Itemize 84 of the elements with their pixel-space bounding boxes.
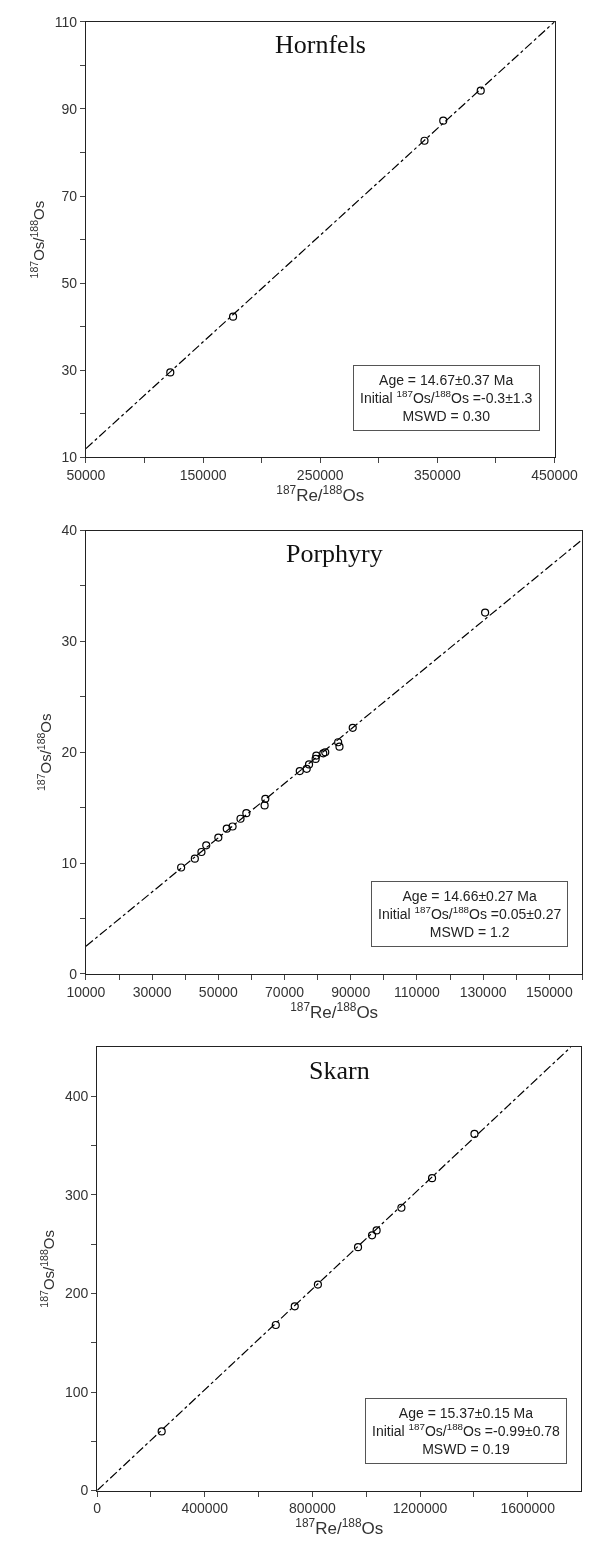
- point: [312, 751, 321, 760]
- x-axis-title: $^{187}$Re/$^{188}$Os: [276, 483, 365, 506]
- x-tick-label: 130000: [459, 983, 507, 1000]
- y-tick-label: 0: [80, 1482, 89, 1499]
- annotation: Age = 14.67±0.37 Ma: [379, 372, 514, 388]
- chart-title: Porphyry: [286, 539, 383, 568]
- point: [177, 863, 186, 872]
- point: [353, 1243, 363, 1252]
- point: [470, 1129, 479, 1138]
- x-tick-label: 400000: [181, 1500, 229, 1517]
- point: [190, 854, 199, 863]
- annotation: MSWD = 1.2: [429, 924, 510, 941]
- annotation: Initial $^{187}$Os/$^{188}$Os =-0.3±1.3: [360, 388, 533, 407]
- annotation: Initial $^{187}$Os/$^{188}$Os =0.05±0.27: [378, 904, 562, 923]
- x-tick-label: 90000: [331, 983, 371, 1000]
- point: [304, 760, 314, 769]
- point: [311, 754, 320, 763]
- y-tick-label: 400: [64, 1088, 89, 1105]
- x-axis-title: $^{187}$Re/$^{188}$Os: [295, 1516, 384, 1539]
- point: [166, 368, 175, 377]
- y-tick-label: 30: [61, 633, 78, 650]
- x-tick-label: 150000: [179, 467, 227, 484]
- x-tick-label: 450000: [531, 467, 579, 484]
- point: [290, 1302, 299, 1311]
- point: [427, 1174, 437, 1183]
- point: [222, 824, 231, 833]
- y-tick-label: 40: [61, 522, 78, 539]
- point: [242, 809, 251, 818]
- point: [367, 1231, 377, 1240]
- y-tick-label: 10: [61, 854, 78, 871]
- point: [202, 841, 211, 850]
- y-tick-label: 90: [61, 100, 78, 117]
- x-tick-label: 1200000: [392, 1500, 448, 1517]
- point: [157, 1427, 166, 1436]
- x-tick-label: 50000: [198, 983, 239, 1000]
- point: [313, 1280, 322, 1289]
- y-tick-label: 200: [64, 1285, 89, 1302]
- point: [476, 86, 485, 95]
- annotation: MSWD = 0.30: [402, 408, 491, 425]
- x-tick-label: 1600000: [500, 1500, 556, 1517]
- x-tick-label: 30000: [132, 983, 172, 1000]
- point: [261, 794, 270, 803]
- point: [260, 801, 269, 810]
- point: [397, 1203, 406, 1212]
- x-axis-title: $^{187}$Re/$^{188}$Os: [290, 999, 379, 1022]
- annotation: MSWD = 0.19: [422, 1441, 510, 1458]
- x-tick-label: 150000: [525, 983, 573, 1000]
- x-tick-label: 70000: [265, 983, 305, 1000]
- annotation: Age = 14.66±0.27 Ma: [402, 888, 537, 904]
- y-tick-label: 10: [61, 449, 78, 466]
- point: [335, 742, 344, 751]
- point: [481, 608, 490, 617]
- point: [271, 1320, 280, 1330]
- x-tick-label: 110000: [394, 983, 440, 1000]
- x-tick-label: 50000: [66, 467, 106, 484]
- point: [236, 814, 245, 823]
- x-tick-label: 0: [93, 1500, 102, 1517]
- point: [420, 136, 429, 145]
- y-tick-label: 0: [69, 965, 78, 982]
- point: [295, 766, 304, 776]
- annotation: Initial $^{187}$Os/$^{188}$Os =-0.99±0.78: [372, 1421, 561, 1440]
- point: [439, 116, 448, 125]
- point: [228, 312, 238, 321]
- y-tick-label: 100: [64, 1383, 89, 1400]
- annotation: Age = 15.37±0.15 Ma: [398, 1405, 534, 1421]
- x-tick-label: 10000: [66, 983, 106, 1000]
- y-tick-label: 20: [61, 744, 78, 761]
- x-tick-label: 250000: [296, 467, 344, 484]
- point: [197, 847, 206, 857]
- chart-title: Skarn: [309, 1056, 370, 1085]
- point: [214, 833, 223, 842]
- y-tick-label: 300: [64, 1186, 89, 1203]
- y-tick-label: 30: [61, 362, 78, 379]
- point: [302, 764, 311, 773]
- point: [228, 822, 237, 831]
- y-tick-label: 70: [61, 187, 78, 204]
- x-tick-label: 800000: [289, 1500, 336, 1517]
- point: [372, 1226, 381, 1235]
- x-tick-label: 350000: [414, 467, 461, 484]
- point: [348, 723, 357, 732]
- y-tick-label: 50: [61, 275, 78, 292]
- point: [334, 738, 343, 747]
- chart-title: Hornfels: [275, 30, 366, 59]
- y-tick-label: 110: [54, 13, 78, 30]
